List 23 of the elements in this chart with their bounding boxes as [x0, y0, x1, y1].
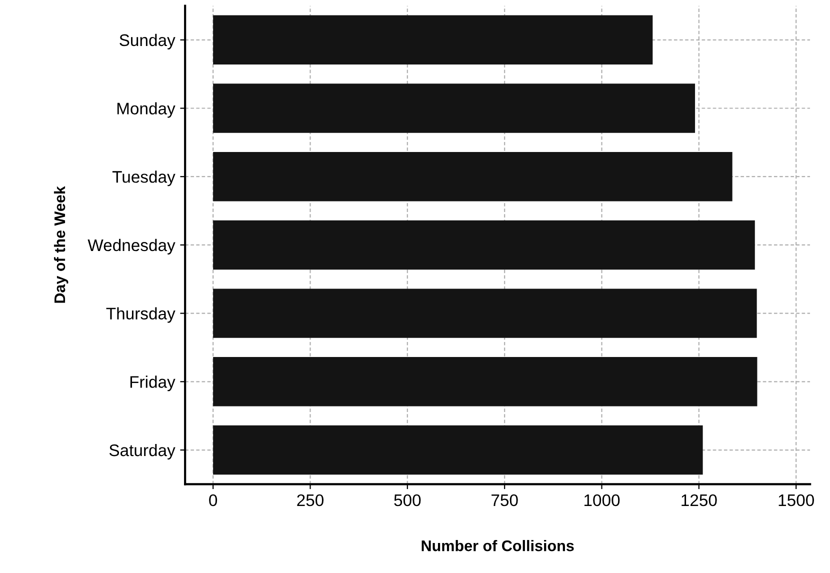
y-tick-label: Wednesday — [88, 238, 176, 254]
y-axis-title: Day of the Week — [54, 186, 68, 303]
bar — [213, 288, 757, 338]
x-axis-title: Number of Collisions — [422, 540, 574, 552]
bar — [213, 152, 732, 202]
bar — [213, 220, 755, 270]
x-tick-label: 1500 — [778, 494, 814, 506]
x-tick-label: 1250 — [682, 494, 717, 506]
y-tick-label: Monday — [117, 102, 176, 118]
x-tick-label: 500 — [394, 494, 421, 506]
bar — [213, 84, 696, 133]
x-tick-label: 0 — [209, 494, 218, 506]
y-tick-label: Sunday — [120, 34, 176, 50]
y-tick-label: Friday — [130, 376, 176, 392]
x-tick-label: 250 — [297, 494, 324, 506]
x-tick-label: 1000 — [584, 494, 620, 506]
bar — [213, 15, 653, 65]
bar — [213, 357, 758, 406]
bar — [213, 425, 703, 475]
y-tick-label: Thursday — [106, 307, 176, 323]
y-tick-label: Saturday — [109, 444, 176, 460]
x-tick-label: 750 — [492, 494, 518, 506]
y-tick-label: Tuesday — [112, 170, 176, 186]
